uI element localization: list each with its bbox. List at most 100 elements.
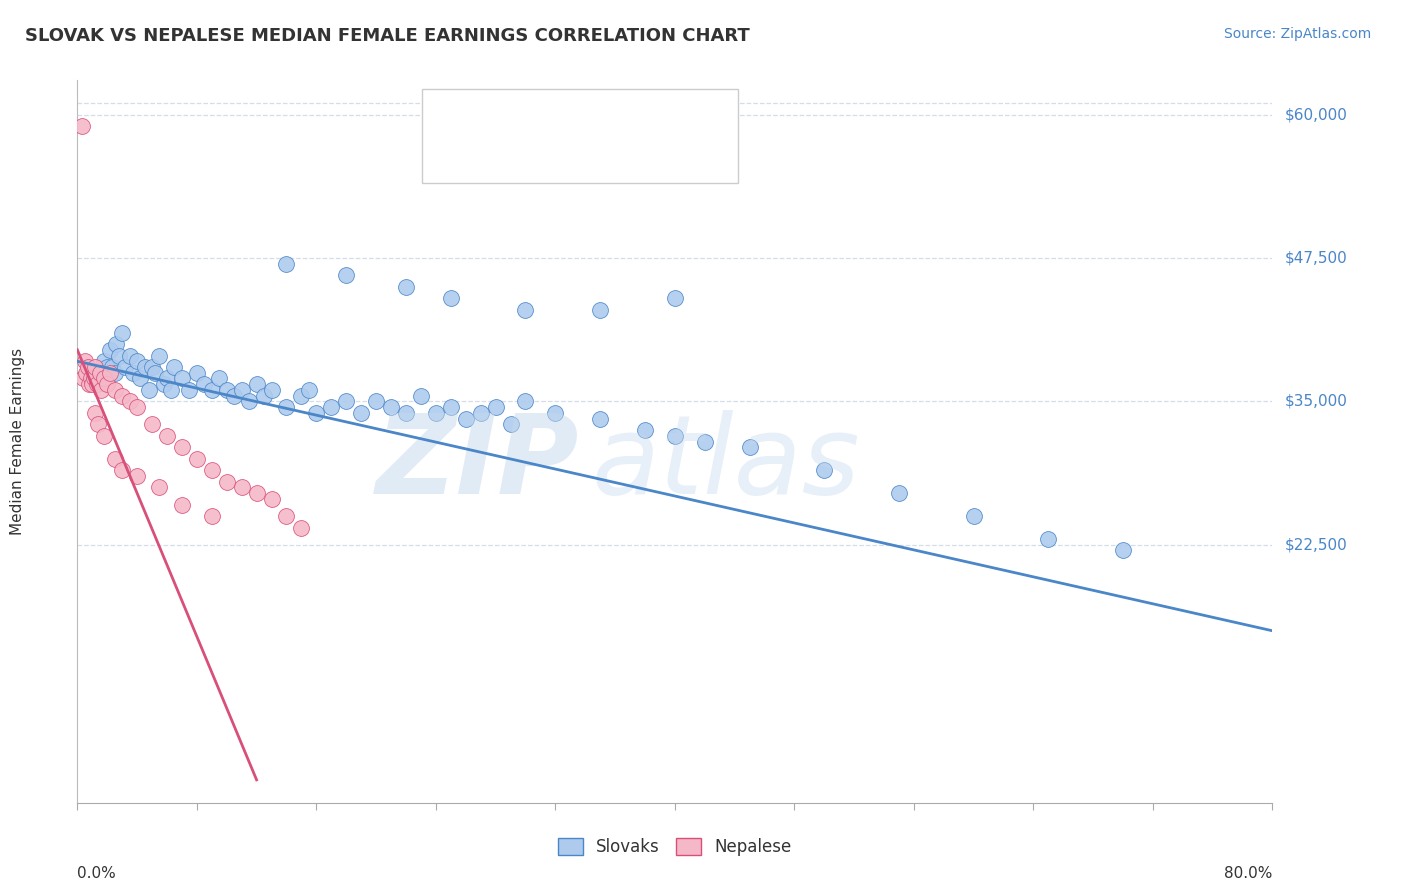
Point <box>73 354 96 368</box>
Point <box>276 400 298 414</box>
Point <box>114 359 136 374</box>
Point <box>160 383 183 397</box>
Point <box>470 406 492 420</box>
Point <box>118 349 141 363</box>
Point <box>887 486 910 500</box>
Point <box>246 377 269 392</box>
Point <box>276 509 298 524</box>
Text: $22,500: $22,500 <box>1285 537 1347 552</box>
Point <box>148 480 170 494</box>
Point <box>395 406 418 420</box>
Point <box>395 279 418 293</box>
FancyBboxPatch shape <box>437 103 481 132</box>
Point <box>98 343 121 357</box>
Point <box>111 389 134 403</box>
Point <box>104 383 127 397</box>
Point <box>129 371 152 385</box>
Point <box>89 366 111 380</box>
Text: $47,500: $47,500 <box>1285 251 1347 266</box>
Point <box>335 268 357 283</box>
Point <box>366 394 388 409</box>
Point <box>98 366 121 380</box>
Text: -0.604: -0.604 <box>540 145 599 163</box>
Text: $60,000: $60,000 <box>1285 107 1347 122</box>
Point <box>111 463 134 477</box>
Text: $35,000: $35,000 <box>1285 394 1347 409</box>
Point <box>305 406 328 420</box>
Point <box>738 440 761 454</box>
Point <box>499 417 522 432</box>
Point <box>215 475 238 489</box>
Point <box>350 406 373 420</box>
Text: 0.0%: 0.0% <box>77 866 117 881</box>
Text: 40: 40 <box>658 145 682 163</box>
Text: 80.0%: 80.0% <box>1225 866 1272 881</box>
Point <box>138 383 160 397</box>
Point <box>83 371 105 385</box>
Text: SLOVAK VS NEPALESE MEDIAN FEMALE EARNINGS CORRELATION CHART: SLOVAK VS NEPALESE MEDIAN FEMALE EARNING… <box>25 27 749 45</box>
Point <box>208 371 231 385</box>
Point <box>87 417 110 432</box>
Point <box>104 366 127 380</box>
Point <box>1112 543 1135 558</box>
Point <box>515 302 537 317</box>
Point <box>380 400 402 414</box>
Point <box>84 359 107 374</box>
Text: 72: 72 <box>658 108 682 126</box>
Point <box>100 359 122 374</box>
Point <box>276 257 298 271</box>
Point <box>485 400 508 414</box>
Point <box>104 451 127 466</box>
Point <box>201 509 224 524</box>
Point <box>246 486 269 500</box>
Text: ZIP: ZIP <box>375 409 579 516</box>
Point <box>201 383 224 397</box>
Point <box>1038 532 1060 546</box>
Point <box>121 366 143 380</box>
Point <box>253 389 276 403</box>
Point <box>96 359 118 374</box>
Point <box>127 400 149 414</box>
Point <box>321 400 343 414</box>
Point <box>544 406 567 420</box>
Point <box>231 383 253 397</box>
Point <box>93 371 115 385</box>
Point <box>143 366 166 380</box>
Point <box>93 429 115 443</box>
Point <box>105 337 128 351</box>
Point <box>153 377 176 392</box>
Point <box>290 520 312 534</box>
Point <box>298 383 321 397</box>
Point <box>75 366 97 380</box>
Point <box>90 383 112 397</box>
Point <box>664 291 686 305</box>
Point <box>134 359 156 374</box>
Point <box>193 377 215 392</box>
Point <box>170 440 193 454</box>
Point <box>141 417 163 432</box>
Text: -0.451: -0.451 <box>540 108 599 126</box>
Point <box>440 291 463 305</box>
Point <box>156 371 179 385</box>
Point <box>454 411 477 425</box>
Point <box>89 371 111 385</box>
Point <box>231 480 253 494</box>
Point <box>186 451 208 466</box>
Text: R =: R = <box>489 108 526 126</box>
Point <box>141 359 163 374</box>
Point <box>108 349 131 363</box>
Point <box>96 377 118 392</box>
Text: N =: N = <box>609 145 645 163</box>
Point <box>589 302 612 317</box>
Point <box>170 371 193 385</box>
Point <box>589 411 612 425</box>
Point <box>76 359 98 374</box>
Point <box>290 389 312 403</box>
Text: atlas: atlas <box>592 409 860 516</box>
Point <box>440 400 463 414</box>
Text: Source: ZipAtlas.com: Source: ZipAtlas.com <box>1223 27 1371 41</box>
Text: Median Female Earnings: Median Female Earnings <box>10 348 25 535</box>
Point <box>425 406 447 420</box>
Text: N =: N = <box>609 108 645 126</box>
Point <box>163 359 186 374</box>
